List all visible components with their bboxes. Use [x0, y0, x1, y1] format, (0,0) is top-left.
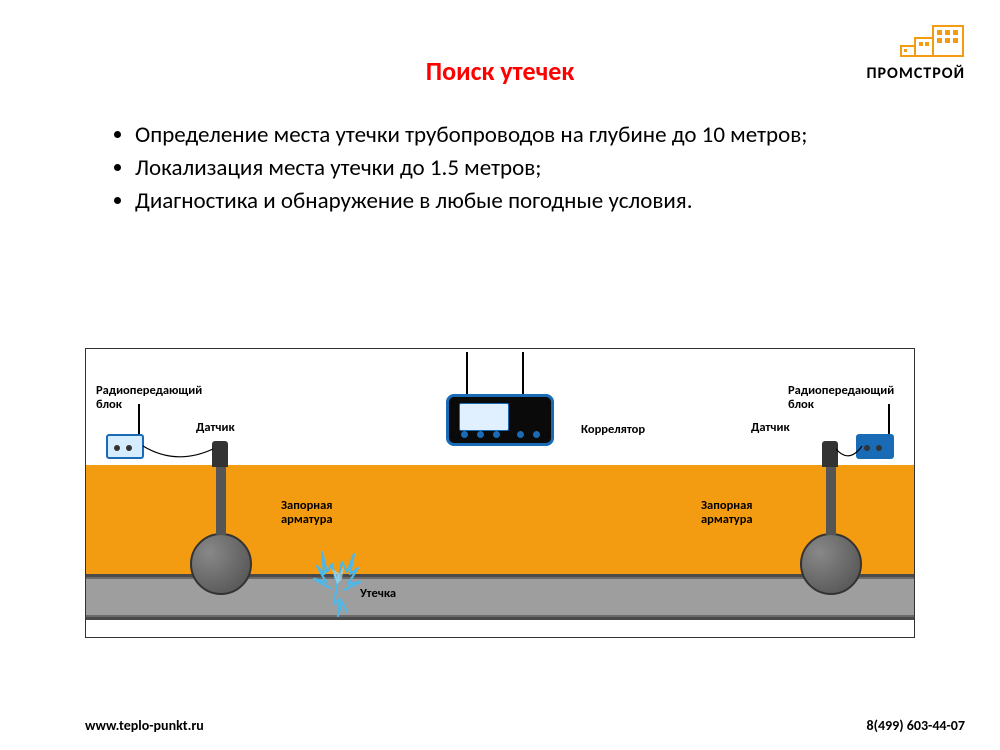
diagram-label-sensor_left: Датчик — [196, 421, 235, 435]
valve-left — [190, 533, 252, 595]
diagram-label-leak: Утечка — [360, 587, 396, 601]
footer-phone: 8(499) 603-44-07 — [866, 717, 965, 734]
wire-right — [834, 444, 864, 469]
correlator-device — [440, 394, 560, 446]
diagram-label-radio_right: Радиопередающий блок — [788, 384, 894, 413]
diagram-label-valve_right: Запорная арматура — [701, 499, 753, 528]
wire-left — [141, 444, 216, 469]
company-logo: ПРОМСТРОЙ — [866, 20, 965, 83]
page-title: Поиск утечек — [426, 55, 574, 87]
bullet-item: Диагностика и обнаружение в любые погодн… — [135, 186, 890, 217]
bullet-item: Локализация места утечки до 1.5 метров; — [135, 153, 890, 184]
diagram-label-valve_left: Запорная арматура — [281, 499, 333, 528]
diagram-label-radio_left: Радиопередающий блок — [96, 384, 202, 413]
logo-text: ПРОМСТРОЙ — [866, 64, 965, 83]
leak-detection-diagram: Радиопередающий блок Радиопередающий блок… — [85, 348, 915, 638]
footer-url: www.teplo-punkt.ru — [85, 717, 204, 734]
diagram-label-correlator: Коррелятор — [581, 423, 645, 437]
bullet-list: Определение места утечки трубопроводов н… — [110, 120, 890, 219]
valve-right — [800, 533, 862, 595]
radio-block-right — [856, 434, 915, 459]
bullet-item: Определение места утечки трубопроводов н… — [135, 120, 890, 151]
valve-stem-left — [216, 465, 226, 535]
diagram-label-sensor_right: Датчик — [751, 421, 790, 435]
valve-stem-right — [826, 465, 836, 535]
